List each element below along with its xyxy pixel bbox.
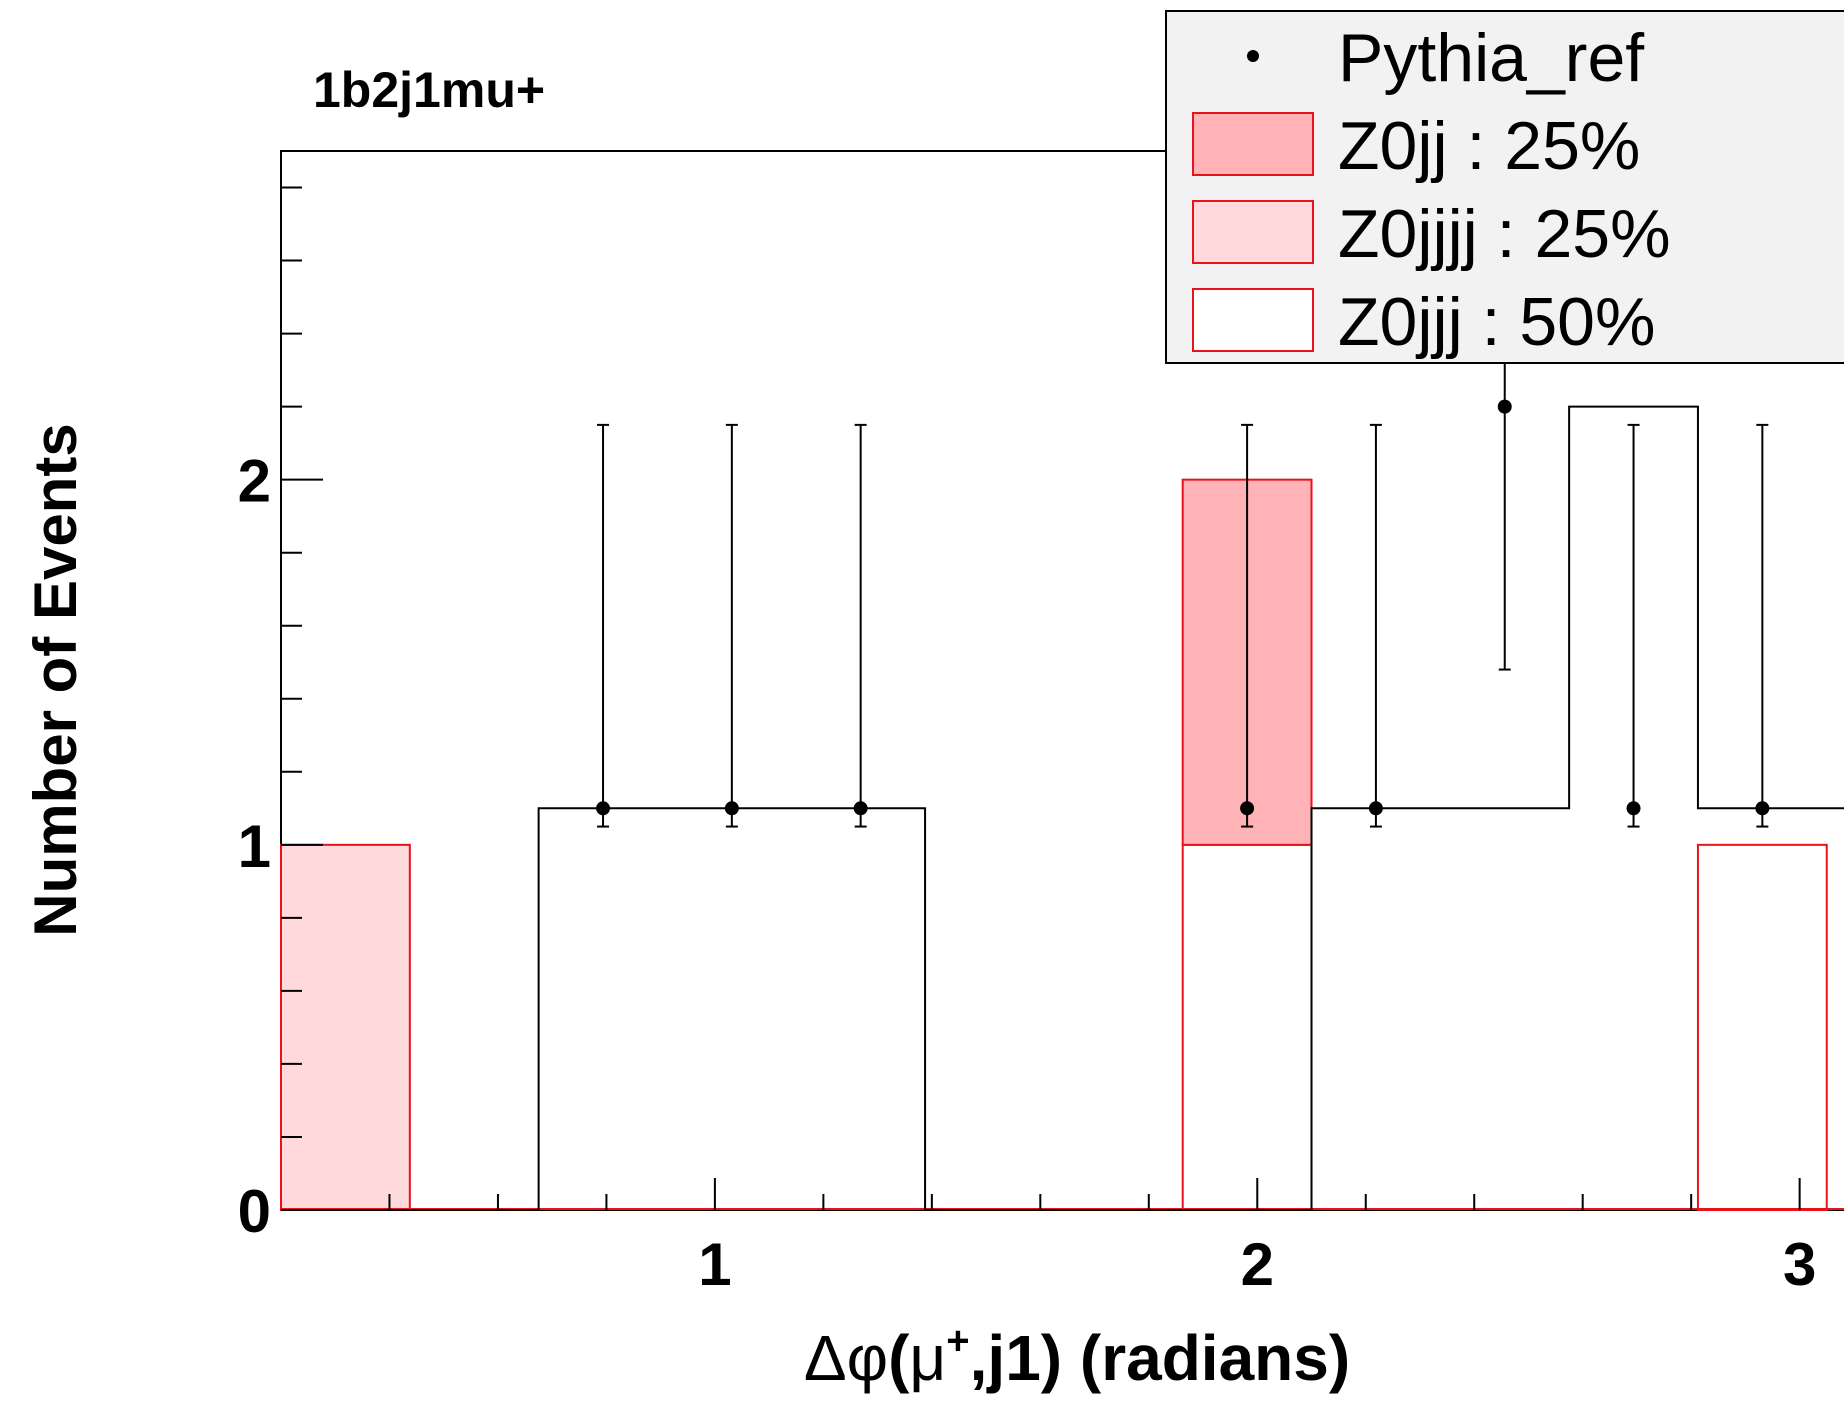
y-tick-label-2: 2 [238,448,271,515]
reference-point-6 [1626,801,1641,816]
reference-point-5 [1497,399,1512,414]
reference-point-0 [596,801,611,816]
y-tick-label-1: 1 [238,813,271,880]
stack-bar-1-bin-7 [1181,843,1313,1211]
legend-label-1: Z0jj : 25% [1338,108,1640,184]
reference-point-1 [724,801,739,816]
legend-label-3: Z0jjj : 50% [1338,284,1655,360]
axis-layer: 0 1 2 1 2 3 [238,186,1816,1298]
reference-step-layer [281,405,1844,1211]
legend-swatch-3 [1192,288,1314,352]
y-axis-label: Number of Events [22,423,89,936]
stack-bar-0-bin-0 [280,843,411,1211]
x-axis-label-delta-phi: Δφ [804,1322,888,1394]
y-tick-label-0: 0 [238,1178,271,1245]
x-axis-label-rest: ,j1) (radians) [970,1322,1351,1394]
chart-title: 1b2j1mu+ [313,62,545,118]
x-tick-label-1: 2 [1241,1231,1274,1298]
reference-errorbar-layer [596,131,1770,828]
legend-label-2: Z0jjjj : 25% [1338,196,1671,272]
legend-marker-0 [1247,50,1259,62]
reference-point-4 [1368,801,1383,816]
reference-point-2 [853,801,868,816]
stack-bar-1-bin-11 [1696,843,1828,1211]
x-axis-label-mu: μ [909,1322,946,1394]
x-axis-label: Δφ(μ+,j1) (radians) [804,1319,1350,1394]
x-tick-label-2: 3 [1783,1231,1816,1298]
x-tick-label-0: 1 [698,1231,731,1298]
legend: Pythia_ref Z0jj : 25% Z0jjjj : 25% Z0jjj : … [1165,10,1844,364]
stack-layer [280,478,1844,1211]
legend-swatch-2 [1192,200,1314,264]
legend-swatch-1 [1192,112,1314,176]
legend-label-0: Pythia_ref [1338,20,1644,96]
reference-point-3 [1240,801,1255,816]
reference-step-line [281,405,1844,1211]
x-axis-label-open: ( [888,1322,910,1394]
x-axis-label-superscript: + [946,1319,969,1363]
reference-point-7 [1755,801,1770,816]
